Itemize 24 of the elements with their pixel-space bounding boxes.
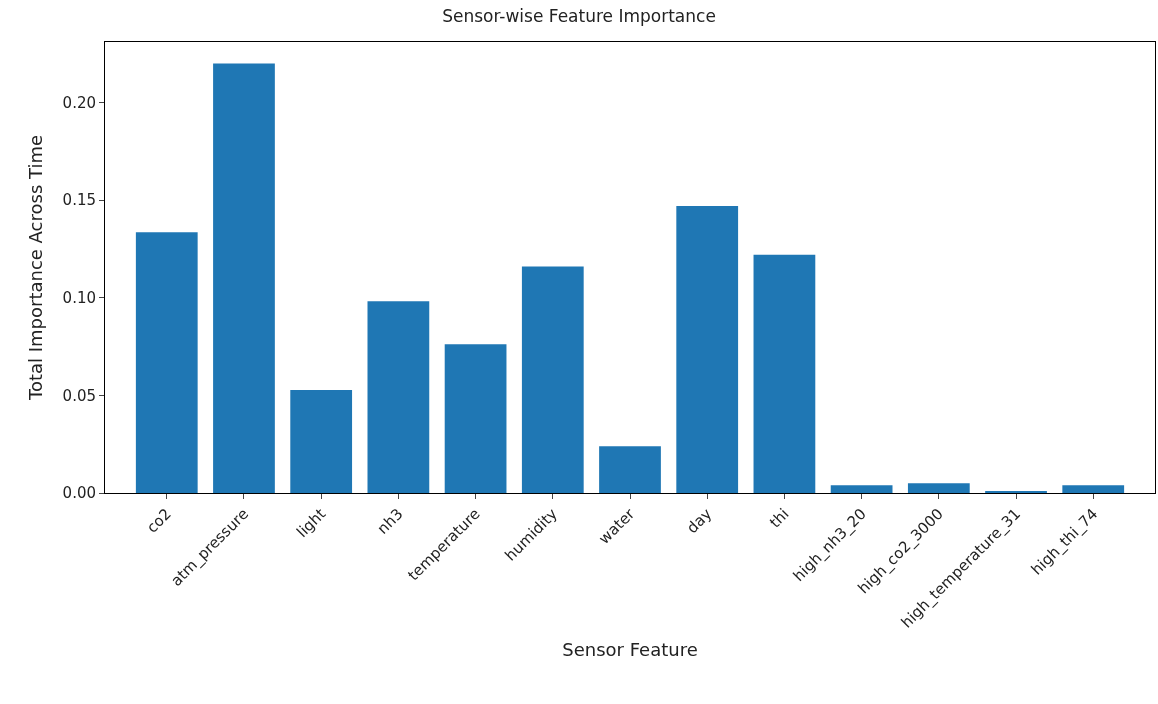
chart-title: Sensor-wise Feature Importance	[442, 6, 716, 27]
y-tick-label: 0.10	[62, 289, 96, 308]
bar	[213, 63, 275, 493]
y-tick-label: 0.00	[62, 484, 96, 503]
bar	[290, 390, 353, 493]
bar	[830, 485, 893, 493]
bar	[1062, 485, 1125, 493]
bar	[367, 301, 430, 493]
y-axis-title: Total Importance Across Time	[24, 134, 46, 402]
bar	[753, 254, 816, 493]
bar	[676, 206, 739, 493]
x-tick-label: thi	[765, 504, 793, 532]
bar	[599, 446, 661, 493]
y-tick-label: 0.05	[62, 386, 96, 405]
y-tick-label: 0.20	[62, 93, 96, 112]
bar	[135, 232, 198, 493]
bar	[521, 266, 584, 493]
y-tick-label: 0.15	[62, 191, 96, 210]
x-tick-label: day	[683, 504, 716, 538]
bar	[444, 344, 507, 493]
x-tick-label: co2	[143, 504, 175, 537]
x-axis-title: Sensor Feature	[562, 639, 698, 661]
bar	[907, 483, 970, 493]
x-tick-label: nh3	[373, 504, 407, 538]
